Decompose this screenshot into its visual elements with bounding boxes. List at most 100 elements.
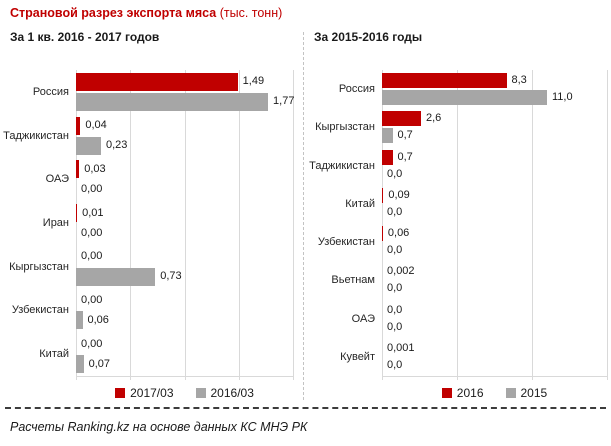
category-label: Китай [345,197,375,210]
category-label: Таджикистан [309,159,375,172]
legend-swatch [115,388,126,398]
bar-line: 0,002 [382,264,607,280]
category-label: Кувейт [340,350,375,363]
bar-2017/03 [76,160,80,179]
value-label: 0,07 [88,357,111,370]
bar-2016/03 [76,267,156,286]
chart-left-subtitle: За 1 кв. 2016 - 2017 годов [10,30,160,44]
bar-group: 0,03 0,00 [76,157,293,201]
value-label: 0,00 [81,226,103,239]
chart-left-area: Россия Таджикистан ОАЭ Иран Кыргызстан Узбеки… [3,70,295,380]
value-label: 0,0 [387,205,403,218]
bar-2017/03 [76,72,238,91]
bar-line: 0,07 [76,355,293,374]
chart-right-legend: 2016 2015 [382,386,607,400]
category-label: Китай [39,348,69,361]
bar-group: 1,49 1,77 [76,70,295,114]
value-label: 0,001 [387,341,415,354]
value-label: 11,0 [552,91,573,104]
bar-line: 0,04 [76,116,293,135]
bar-2016 [382,226,383,242]
value-label: 0,00 [81,337,103,350]
footer-dashed-line [5,407,606,409]
bar-line: 0,7 [382,149,607,165]
bar-2016/03 [76,311,83,330]
value-label: 0,04 [85,119,107,132]
value-label: 0,7 [397,150,413,163]
legend-label: 2016/03 [210,386,254,400]
legend-item: 2016 [441,386,484,400]
category-label: Кыргызстан [315,121,375,134]
category-label: Иран [42,217,69,230]
category-label: Россия [338,83,375,96]
gridline [456,70,458,380]
bar-line: 0,00 [76,335,293,353]
bar-group: 0,09 0,0 [382,185,607,223]
legend-item: 2015 [505,386,547,400]
bar-2017/03 [76,116,81,135]
bar-line: 0,0 [382,320,607,335]
value-label: 1,49 [242,75,265,88]
bar-line: 2,6 [382,111,607,127]
bar-2015 [382,90,547,106]
category-label: Кыргызстан [9,260,69,273]
bar-group: 0,06 0,0 [382,223,607,261]
legend-label: 2017/03 [130,386,174,400]
chart-left-category-labels: Россия Таджикистан ОАЭ Иран Кыргызстан Узбеки… [3,70,76,376]
page-title-text: Страновой разрез экспорта мяса [10,6,217,20]
value-label: 0,23 [105,139,128,152]
page-title-unit: (тыс. тонн) [216,6,283,20]
bar-line: 0,001 [382,341,607,356]
bar-group: 8,3 11,0 [382,70,607,108]
bar-line: 0,0 [382,205,607,220]
value-label: 0,7 [397,129,413,142]
bar-group: 0,00 0,73 [76,245,293,289]
category-label: ОАЭ [351,312,375,325]
value-label: 0,01 [82,206,104,219]
bar-line: 0,0 [382,358,607,373]
bar-line: 0,7 [382,128,607,144]
bar-line: 8,3 [382,73,607,89]
chart-right-plot: 8,3 11,0 2,6 0,7 0,7 0,0 0,09 0,0 0,06 0,0 0,002 0,… [382,70,608,380]
bar-line: 0,00 [76,180,293,198]
chart-left-legend: 2017/03 2016/03 [76,386,293,400]
value-label: 0,03 [84,162,106,175]
legend-swatch [441,388,452,398]
bar-group: 0,04 0,23 [76,114,293,158]
category-label: Россия [32,85,69,98]
value-label: 1,77 [273,95,295,108]
legend-swatch [195,388,206,398]
bar-line: 0,23 [76,136,293,155]
gridline [607,70,608,380]
chart-left-panel: За 1 кв. 2016 - 2017 годов Россия Таджики… [3,30,295,400]
value-label: 0,0 [387,358,403,371]
bar-group: 0,0 0,0 [382,300,607,338]
bar-line: 0,73 [76,267,293,286]
category-label: Узбекистан [11,304,69,317]
chart-left-plot: 1,49 1,77 0,04 0,23 0,03 0,00 0,01 0,00 0,00 0,73… [76,70,295,380]
bar-line: 0,09 [382,187,607,203]
bar-2015 [382,128,393,144]
bar-line: 0,00 [76,248,293,266]
chart-right-area: Россия Кыргызстан Таджикистан Китай Узбекист… [309,70,608,380]
bar-line: 0,00 [76,291,293,309]
bar-line: 1,77 [76,92,295,111]
bar-2016/03 [76,92,269,111]
bar-group: 2,6 0,7 [382,108,607,146]
bar-group: 0,01 0,00 [76,201,293,245]
legend-label: 2016 [456,386,484,400]
bar-line: 0,03 [76,160,293,179]
value-label: 0,00 [81,293,103,306]
value-label: 0,0 [387,303,403,316]
value-label: 0,0 [387,320,403,333]
gridline [531,70,533,380]
value-label: 0,0 [387,282,403,295]
category-label: Таджикистан [3,129,69,142]
value-label: 0,0 [387,167,403,180]
bar-2016 [382,187,384,203]
gridline [184,70,186,380]
value-label: 8,3 [511,74,527,87]
bar-2016 [382,73,507,89]
value-label: 0,73 [160,270,182,283]
